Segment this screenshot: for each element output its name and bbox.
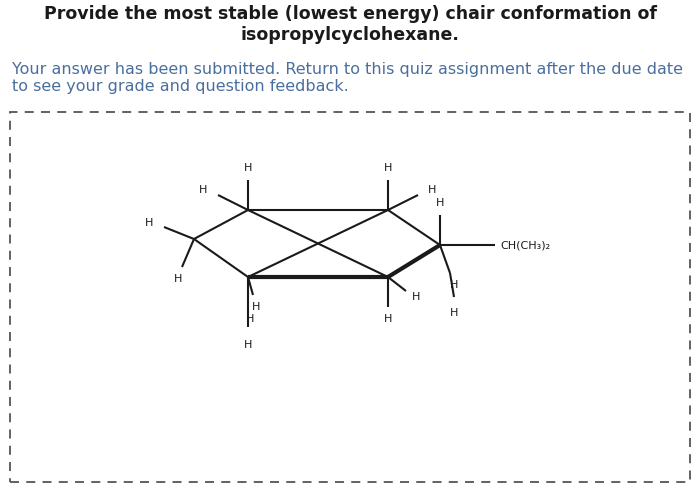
Text: H: H [244, 340, 252, 350]
Text: H: H [252, 302, 260, 312]
Text: H: H [174, 274, 182, 284]
Text: H: H [412, 292, 420, 302]
Text: CH(CH₃)₂: CH(CH₃)₂ [500, 240, 550, 250]
Text: H: H [246, 314, 254, 324]
Text: Provide the most stable (lowest energy) chair conformation of
isopropylcyclohexa: Provide the most stable (lowest energy) … [43, 5, 657, 44]
Text: H: H [244, 163, 252, 173]
Text: H: H [436, 198, 445, 208]
Text: Your answer has been submitted. Return to this quiz assignment after the due dat: Your answer has been submitted. Return t… [12, 62, 683, 94]
Text: H: H [145, 218, 153, 228]
Text: H: H [199, 185, 207, 195]
Text: H: H [384, 314, 392, 324]
Text: H: H [384, 163, 392, 173]
Text: H: H [428, 185, 436, 195]
Text: H: H [450, 308, 459, 318]
Text: H: H [450, 280, 459, 290]
